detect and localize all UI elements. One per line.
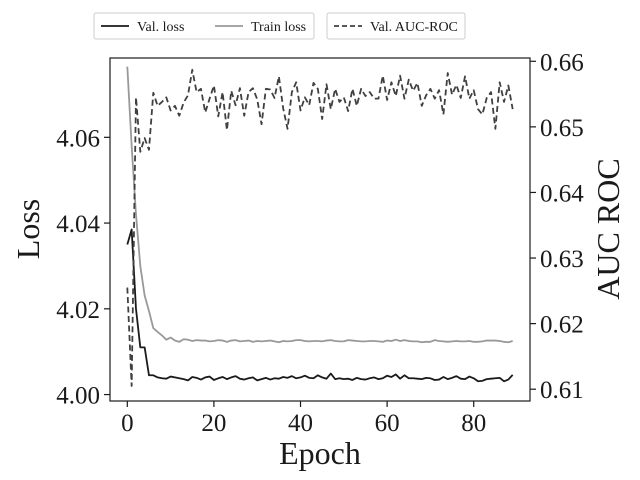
y2-tick-label: 0.64 (540, 180, 584, 207)
x-axis-title: Epoch (279, 435, 361, 471)
y2-tick-label: 0.63 (540, 246, 584, 273)
series-line-train-loss (126, 66, 513, 344)
y-axis-title: Loss (10, 199, 46, 259)
legend-loss: Val. loss Train loss (93, 12, 315, 40)
y2-tick-label: 0.61 (540, 377, 584, 404)
x-axis: 0 20 40 60 80 (121, 401, 486, 437)
y2-tick-label: 0.65 (540, 115, 584, 142)
legend-auc: Val. AUC-ROC (326, 12, 466, 40)
y2-axis-title: AUC ROC (590, 158, 626, 299)
x-tick-label: 80 (461, 410, 486, 437)
x-tick-label: 0 (121, 410, 134, 437)
y-tick-label: 4.00 (56, 383, 100, 410)
y2-tick-label: 0.66 (540, 49, 584, 76)
y-tick-label: 4.02 (56, 297, 100, 324)
legend-box (326, 12, 466, 40)
x-tick-label: 20 (201, 410, 226, 437)
x-tick-label: 40 (288, 410, 313, 437)
y-tick-label: 4.04 (56, 211, 100, 238)
y-tick-label: 4.06 (56, 125, 100, 152)
series-line-val-auc-roc (126, 68, 514, 387)
plot-frame (109, 57, 531, 402)
plot-lines (126, 66, 514, 387)
y2-tick-label: 0.62 (540, 312, 584, 339)
x-tick-label: 60 (375, 410, 400, 437)
y-axis-right: 0.61 0.62 0.63 0.64 0.65 0.66 (530, 49, 584, 404)
legend-label-val-auc: Val. AUC-ROC (370, 20, 458, 35)
series-line-val-loss (126, 228, 514, 383)
legend-label-train-loss: Train loss (251, 20, 306, 35)
legend-box (93, 12, 315, 40)
y-axis-left: 4.00 4.02 4.04 4.06 (56, 125, 110, 410)
legend-label-val-loss: Val. loss (137, 20, 184, 35)
